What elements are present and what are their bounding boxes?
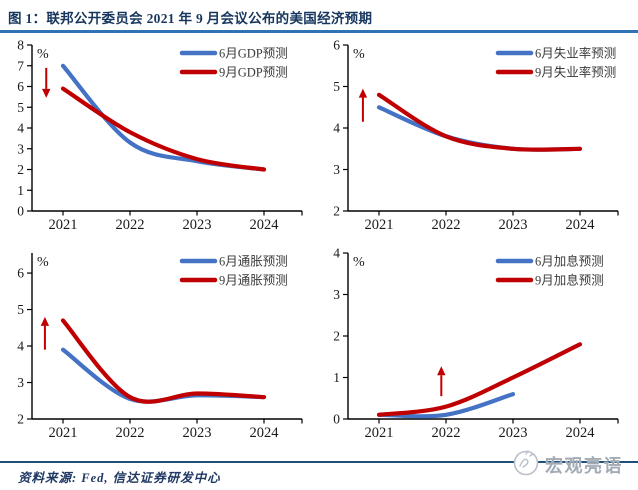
legend-label: 9月失业率预测 (535, 65, 616, 80)
y-tick-label: 1 (17, 183, 24, 198)
y-tick-label: 5 (333, 79, 340, 94)
x-tick-label: 2021 (49, 425, 78, 441)
legend-label: 6月通胀预测 (219, 255, 288, 269)
series-line-sept (376, 342, 583, 417)
y-tick-label: 4 (333, 121, 340, 136)
y-tick-label: 4 (17, 121, 24, 136)
y-tick-label: 0 (17, 204, 24, 219)
revision-arrow-head (437, 366, 446, 376)
legend-label: 9月GDP预测 (219, 66, 288, 80)
chart-svg-unemployment-forecast: 2 3 4 5 6 2021 2022 2023 2024% 6月失业率预测 9月失业率预测 (333, 38, 619, 233)
y-tick-label: 1 (333, 370, 340, 385)
footer-divider (0, 461, 638, 464)
y-tick-label: 2 (17, 412, 24, 427)
legend-label: 9月通胀预测 (219, 274, 288, 288)
revision-arrow-head (42, 88, 51, 98)
y-tick-label: 6 (333, 38, 340, 53)
x-tick-label: 2024 (566, 217, 596, 233)
series-line-sept (376, 92, 583, 152)
chart-unemployment-forecast: 2 3 4 5 6 2021 2022 2023 2024% 6月失业率预测 9月失业率预测 (322, 38, 627, 233)
y-tick-label: 7 (17, 58, 24, 73)
y-tick-label: 4 (17, 339, 24, 354)
y-tick-label: 2 (333, 329, 340, 344)
revision-arrow-head (358, 88, 368, 98)
chart-svg-rate-hike-forecast: 0 1 2 3 4 2021 2022 2023 2024% 6月加息预测 9月加息预测 (333, 246, 619, 441)
figure-title: 图 1：联邦公开委员会 2021 年 9 月会议公布的美国经济预期 (8, 11, 373, 26)
x-tick-label: 2022 (432, 425, 461, 441)
watermark-text: 宏观亮语 (545, 455, 623, 476)
y-tick-label: 3 (333, 287, 340, 302)
chart-inflation-forecast: 2 3 4 5 6 2021 2022 2023 2024% 6月通胀预测 9月通胀预测 (6, 246, 311, 441)
y-tick-label: 6 (17, 266, 24, 281)
series-line-june (60, 63, 267, 172)
y-tick-label: 5 (17, 100, 24, 115)
x-tick-label: 2023 (499, 217, 528, 233)
y-tick-label: 3 (17, 375, 24, 390)
unit-label: % (353, 47, 365, 62)
y-tick-label: 2 (333, 204, 340, 219)
title-divider (0, 30, 638, 33)
y-tick-label: 5 (17, 302, 24, 317)
x-tick-label: 2024 (250, 425, 280, 441)
unit-label: % (37, 255, 49, 270)
x-tick-label: 2023 (183, 217, 212, 233)
x-tick-label: 2024 (250, 217, 280, 233)
source-note: 资料来源: Fed, 信达证券研发中心 (18, 471, 221, 485)
x-tick-label: 2023 (183, 425, 212, 441)
watermark: 宏观亮语 (512, 447, 623, 482)
y-tick-label: 8 (17, 38, 24, 53)
watermark-logo-icon (512, 447, 540, 482)
y-tick-label: 3 (333, 162, 340, 177)
chart-rate-hike-forecast: 0 1 2 3 4 2021 2022 2023 2024% 6月加息预测 9月加息预测 (322, 246, 627, 441)
y-tick-label: 2 (17, 162, 24, 177)
x-tick-label: 2024 (566, 425, 596, 441)
x-tick-label: 2021 (365, 217, 394, 233)
y-tick-label: 0 (333, 412, 340, 427)
x-tick-label: 2022 (116, 217, 145, 233)
series-line-sept (60, 318, 267, 404)
y-tick-label: 4 (333, 246, 340, 261)
y-tick-label: 3 (17, 141, 24, 156)
legend-label: 9月加息预测 (535, 273, 604, 288)
revision-arrow-head (40, 316, 50, 326)
x-tick-label: 2023 (499, 425, 528, 441)
chart-svg-inflation-forecast: 2 3 4 5 6 2021 2022 2023 2024% 6月通胀预测 9月通胀预测 (17, 253, 303, 441)
x-tick-label: 2022 (116, 425, 145, 441)
y-tick-label: 6 (17, 79, 24, 94)
unit-label: % (353, 255, 365, 270)
series-line-sept (60, 86, 267, 172)
x-tick-label: 2021 (49, 217, 78, 233)
chart-svg-gdp-forecast: 0 1 2 3 4 5 6 7 8 2021 2022 2023 2024% 6月GDP预测 9月GDP预测 (17, 38, 303, 233)
legend-label: 6月加息预测 (535, 254, 604, 269)
x-tick-label: 2022 (432, 217, 461, 233)
legend-label: 6月失业率预测 (535, 46, 616, 61)
unit-label: % (37, 47, 49, 62)
chart-gdp-forecast: 0 1 2 3 4 5 6 7 8 2021 2022 2023 2024% 6月GDP预测 9月GDP预测 (6, 38, 311, 233)
legend-label: 6月GDP预测 (219, 47, 288, 61)
x-tick-label: 2021 (365, 425, 394, 441)
